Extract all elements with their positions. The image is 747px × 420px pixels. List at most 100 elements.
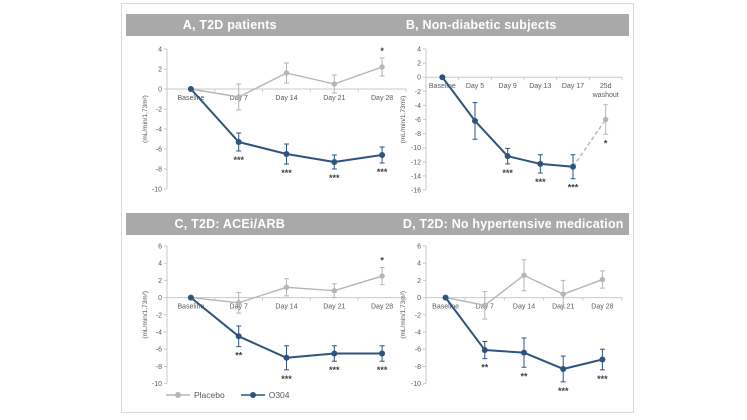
svg-text:Day 5: Day 5 [466,83,484,90]
svg-text:4: 4 [158,261,162,268]
svg-text:-10: -10 [152,187,162,194]
svg-text:Baseline: Baseline [177,304,204,311]
svg-text:-14: -14 [411,173,421,180]
panel-c-chart: 6 4 2 0 -2 -4 -6 -8 -10 (mL/min/1,73m²) Baseline Da… [142,244,407,388]
panel-a-chart: 4 2 0 -2 -4 -6 -8 -10 (mL/min/1,73m²) Baseline Day… [142,46,407,194]
panel-c-title: C, T2D: ACEi/ARB [126,213,378,235]
svg-text:-4: -4 [415,330,421,337]
svg-text:2: 2 [158,67,162,74]
svg-text:Baseline: Baseline [432,304,459,311]
svg-text:Day 28: Day 28 [371,304,393,311]
svg-text:***: *** [233,155,244,165]
svg-text:0: 0 [158,295,162,302]
svg-text:*: * [380,256,384,266]
panel-d-chart: 6 4 2 0 -2 -4 -6 -8 -10 (mL/min/1,73m²) Baseline Da… [400,244,623,396]
svg-text:-8: -8 [415,131,421,138]
panel-a-title: A, T2D patients [126,14,378,36]
panel-a-title-text: A, T2D patients [182,18,277,32]
svg-text:Baseline: Baseline [429,83,456,90]
svg-text:**: ** [235,351,243,361]
svg-text:-2: -2 [415,89,421,96]
svg-text:Day 14: Day 14 [275,304,297,311]
svg-text:-4: -4 [156,127,162,134]
panel-b-title: B, Non-diabetic subjects [378,14,630,36]
svg-text:4: 4 [158,47,162,54]
svg-text:-6: -6 [156,147,162,154]
placebo-line-marker-icon [166,392,190,398]
svg-text:2: 2 [158,278,162,285]
figure-card: A, T2D patients B, Non-diabetic subjects… [121,3,634,413]
svg-text:-10: -10 [411,145,421,152]
svg-text:Day 21: Day 21 [323,95,345,102]
svg-text:Baseline: Baseline [177,95,204,102]
svg-text:-2: -2 [156,107,162,114]
svg-text:-8: -8 [156,167,162,174]
svg-text:(mL/min/1,73m²): (mL/min/1,73m²) [400,96,407,144]
svg-text:***: *** [281,168,292,178]
svg-text:Day 13: Day 13 [529,83,551,90]
svg-text:-4: -4 [156,330,162,337]
svg-text:***: *** [377,365,388,375]
svg-text:**: ** [520,371,528,381]
svg-text:6: 6 [417,244,421,251]
svg-text:4: 4 [417,261,421,268]
svg-text:Day 28: Day 28 [591,304,613,311]
legend: Placebo O304 [166,390,290,400]
svg-text:Day 17: Day 17 [562,83,584,90]
legend-label-o304: O304 [268,390,290,400]
legend-item-o304: O304 [240,390,290,400]
svg-text:***: *** [281,374,292,384]
svg-text:*: * [380,46,384,56]
svg-text:***: *** [502,168,513,178]
svg-text:-10: -10 [152,381,162,388]
panel-b-chart: 4 2 0 -2 -4 -6 -8 -10 -12 -14 -16 (mL/min/1,73m²) Ba… [400,47,623,195]
svg-text:Day 14: Day 14 [513,304,535,311]
svg-text:Day 28: Day 28 [371,95,393,102]
svg-text:***: *** [329,173,340,183]
legend-item-placebo: Placebo [166,390,225,400]
svg-text:washout: washout [592,92,619,99]
svg-text:2: 2 [417,61,421,68]
svg-text:Day 14: Day 14 [275,95,297,102]
svg-text:6: 6 [158,244,162,251]
banner-row-1: A, T2D patients B, Non-diabetic subjects [126,14,629,36]
svg-text:Day 9: Day 9 [499,83,517,90]
o304-line-marker-icon [240,392,265,398]
svg-text:2: 2 [417,278,421,285]
svg-text:-16: -16 [411,188,421,195]
svg-text:-4: -4 [415,103,421,110]
svg-text:*: * [604,138,608,148]
svg-text:(mL/min/1,73m²): (mL/min/1,73m²) [400,291,407,339]
svg-text:25d: 25d [600,83,612,90]
svg-text:-6: -6 [156,347,162,354]
svg-text:-6: -6 [415,117,421,124]
svg-text:(mL/min/1,73m²): (mL/min/1,73m²) [142,95,149,143]
svg-text:-12: -12 [411,159,421,166]
svg-text:Day 21: Day 21 [323,304,345,311]
svg-text:***: *** [568,183,579,193]
svg-text:-2: -2 [415,312,421,319]
svg-text:0: 0 [417,295,421,302]
panel-c-title-text: C, T2D: ACEi/ARB [174,217,285,231]
svg-text:-2: -2 [156,312,162,319]
svg-text:4: 4 [417,47,421,54]
svg-text:0: 0 [158,87,162,94]
svg-text:-8: -8 [156,364,162,371]
legend-label-placebo: Placebo [194,390,225,400]
svg-text:***: *** [535,177,546,187]
svg-text:(mL/min/1,73m²): (mL/min/1,73m²) [142,291,149,339]
svg-text:***: *** [558,386,569,396]
svg-text:-8: -8 [415,364,421,371]
svg-text:0: 0 [417,75,421,82]
banner-row-2: C, T2D: ACEi/ARB D, T2D: No hypertensive… [126,213,629,235]
svg-text:-6: -6 [415,347,421,354]
svg-text:***: *** [377,167,388,177]
panel-d-title-text: D, T2D: No hypertensive medication [402,217,624,231]
panel-d-title: D, T2D: No hypertensive medication [378,213,630,235]
svg-text:-10: -10 [411,381,421,388]
svg-text:***: *** [597,374,608,384]
svg-text:**: ** [481,363,489,373]
svg-text:***: *** [329,365,340,375]
panel-b-title-text: B, Non-diabetic subjects [405,18,557,32]
